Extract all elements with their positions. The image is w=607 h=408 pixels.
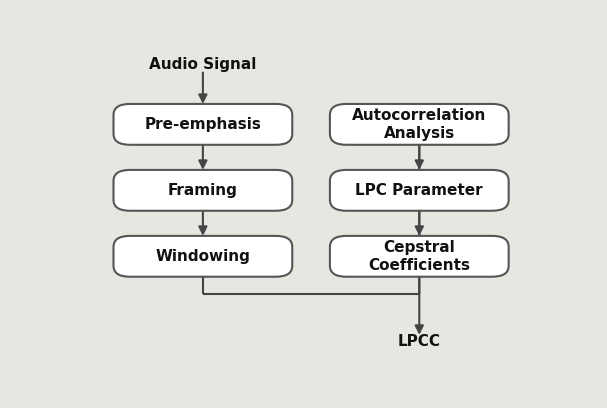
Text: Autocorrelation
Analysis: Autocorrelation Analysis: [352, 108, 486, 141]
FancyBboxPatch shape: [330, 236, 509, 277]
Text: LPC Parameter: LPC Parameter: [356, 183, 483, 198]
FancyBboxPatch shape: [114, 104, 293, 145]
Text: LPCC: LPCC: [398, 334, 441, 348]
FancyBboxPatch shape: [330, 170, 509, 211]
FancyBboxPatch shape: [114, 170, 293, 211]
Text: Audio Signal: Audio Signal: [149, 57, 257, 72]
Text: Windowing: Windowing: [155, 249, 250, 264]
Text: Framing: Framing: [168, 183, 238, 198]
FancyBboxPatch shape: [330, 104, 509, 145]
Text: Cepstral
Coefficients: Cepstral Coefficients: [368, 239, 470, 273]
Text: Pre-emphasis: Pre-emphasis: [144, 117, 262, 132]
FancyBboxPatch shape: [114, 236, 293, 277]
